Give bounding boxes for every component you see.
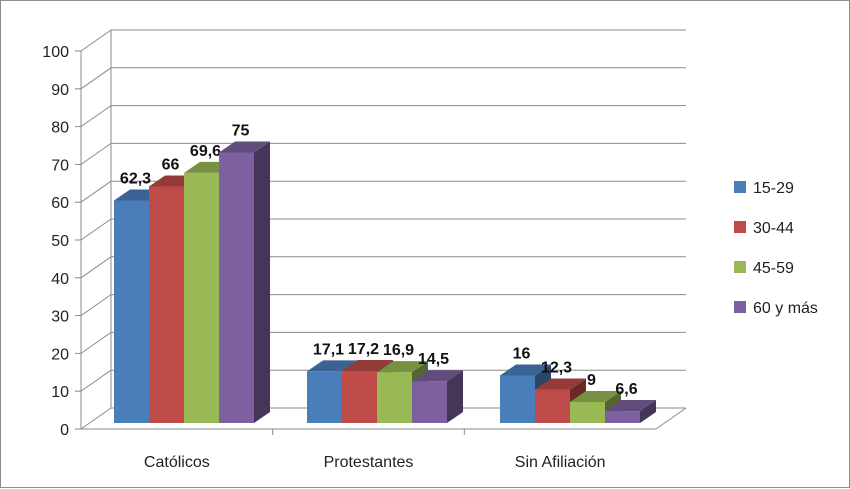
y-tick-label: 40 bbox=[51, 271, 69, 288]
bar bbox=[342, 370, 377, 423]
y-tick-label: 20 bbox=[51, 346, 69, 363]
legend-swatch bbox=[734, 301, 746, 313]
bar bbox=[114, 200, 149, 423]
bar-top bbox=[377, 361, 428, 373]
x-category-label: Sin Afiliación bbox=[515, 454, 606, 471]
y-tick-label: 80 bbox=[51, 120, 69, 137]
bar bbox=[535, 389, 570, 423]
y-tick-label: 50 bbox=[51, 233, 69, 250]
bar-side bbox=[640, 400, 656, 423]
legend-label: 60 y más bbox=[753, 300, 818, 317]
legend-swatch bbox=[734, 261, 746, 273]
bar bbox=[570, 401, 605, 423]
bar bbox=[184, 172, 219, 423]
bar-top bbox=[500, 364, 551, 376]
bar-side bbox=[254, 141, 270, 423]
gridline-diagonal bbox=[80, 369, 112, 392]
gridline-diagonal bbox=[80, 142, 112, 165]
gridline-diagonal bbox=[80, 256, 112, 279]
data-label: 66 bbox=[162, 157, 180, 174]
data-label: 69,6 bbox=[190, 143, 221, 160]
gridline-diagonal bbox=[80, 294, 112, 317]
legend-label: 15-29 bbox=[753, 180, 794, 197]
y-tick-label: 70 bbox=[51, 157, 69, 174]
gridline-diagonal bbox=[80, 407, 112, 430]
floor-right-edge bbox=[655, 407, 687, 430]
gridline-diagonal bbox=[80, 180, 112, 203]
bar bbox=[412, 381, 447, 423]
bars: 62,3 66 69,6 75 17,1 17,2 16,914,5 16 12,3 9 6,6 bbox=[114, 123, 656, 424]
data-label: 6,6 bbox=[615, 381, 637, 398]
legend-swatch bbox=[734, 181, 746, 193]
legend-swatch bbox=[734, 221, 746, 233]
x-category-label: Protestantes bbox=[324, 454, 414, 471]
bar bbox=[149, 186, 184, 423]
x-category-label: Católicos bbox=[144, 454, 210, 471]
data-label: 16 bbox=[513, 346, 531, 363]
bar-top bbox=[412, 370, 463, 382]
bar bbox=[307, 371, 342, 423]
legend-label: 30-44 bbox=[753, 220, 794, 237]
bar-top bbox=[342, 359, 393, 371]
bar-top bbox=[307, 360, 358, 372]
bar bbox=[605, 411, 640, 423]
data-label: 17,2 bbox=[348, 341, 379, 358]
bar bbox=[219, 152, 254, 423]
y-tick-label: 0 bbox=[60, 422, 69, 439]
data-label: 12,3 bbox=[541, 360, 572, 377]
bar-side bbox=[447, 370, 463, 423]
bar bbox=[500, 375, 535, 423]
gridline-diagonal bbox=[80, 67, 112, 90]
gridline-diagonal bbox=[80, 105, 112, 128]
bar-top bbox=[605, 400, 656, 412]
y-tick-label: 100 bbox=[42, 44, 69, 61]
data-label: 9 bbox=[587, 372, 596, 389]
y-tick-label: 10 bbox=[51, 384, 69, 401]
bar-top bbox=[535, 378, 586, 390]
data-label: 62,3 bbox=[120, 171, 151, 188]
bar-top bbox=[219, 141, 270, 153]
bar bbox=[377, 372, 412, 423]
data-label: 17,1 bbox=[313, 341, 344, 358]
y-tick-label: 30 bbox=[51, 309, 69, 326]
y-tick-label: 90 bbox=[51, 82, 69, 99]
legend: 15-29 30-44 45-59 60 y más bbox=[734, 180, 818, 317]
legend-label: 45-59 bbox=[753, 260, 794, 277]
bar-top bbox=[570, 390, 621, 402]
data-label: 16,9 bbox=[383, 342, 414, 359]
data-label: 14,5 bbox=[418, 351, 449, 368]
gridline-diagonal bbox=[80, 331, 112, 354]
gridline-diagonal bbox=[80, 218, 112, 241]
gridline-diagonal bbox=[80, 29, 112, 52]
y-tick-label: 60 bbox=[51, 195, 69, 212]
data-label: 75 bbox=[232, 123, 250, 140]
